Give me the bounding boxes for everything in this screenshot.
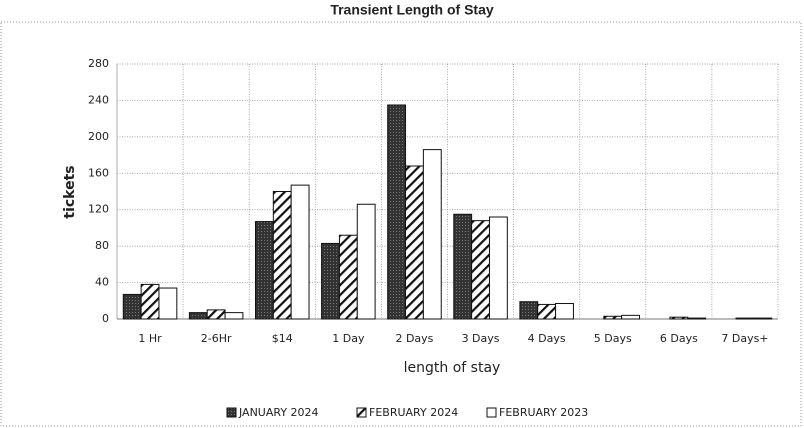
chart-border bbox=[0, 21, 802, 427]
bar bbox=[356, 203, 376, 320]
bar bbox=[687, 317, 707, 320]
bar bbox=[453, 213, 473, 320]
x-tick-label: $14 bbox=[272, 332, 293, 345]
x-tick-label: 2-6Hr bbox=[201, 332, 232, 345]
x-tick-label: 2 Days bbox=[395, 332, 433, 345]
y-tick-label: 40 bbox=[95, 276, 109, 289]
y-tick-label: 160 bbox=[88, 166, 109, 179]
bar bbox=[206, 309, 226, 320]
legend-swatch bbox=[486, 407, 497, 418]
x-tick-label: 5 Days bbox=[594, 332, 632, 345]
bar bbox=[405, 165, 424, 320]
y-tick-label: 80 bbox=[95, 239, 109, 252]
bar bbox=[735, 317, 755, 320]
bar bbox=[621, 314, 641, 320]
chart-title: Transient Length of Stay bbox=[330, 2, 494, 18]
bar bbox=[188, 312, 208, 320]
bar bbox=[669, 316, 689, 320]
x-tick-label: 1 Hr bbox=[138, 332, 162, 345]
bar bbox=[555, 303, 574, 320]
y-tick-label: 240 bbox=[88, 93, 109, 106]
bar bbox=[254, 221, 274, 320]
bar bbox=[140, 283, 160, 320]
bar bbox=[338, 234, 358, 320]
bar bbox=[603, 315, 623, 320]
legend-label: FEBRUARY 2023 bbox=[499, 406, 588, 419]
y-tick-label: 0 bbox=[102, 312, 109, 325]
y-tick-label: 200 bbox=[88, 130, 109, 143]
bar bbox=[488, 216, 508, 320]
bar bbox=[158, 287, 178, 320]
bar bbox=[122, 293, 142, 320]
bar bbox=[224, 312, 244, 320]
bar bbox=[321, 242, 340, 320]
bar bbox=[753, 317, 773, 320]
bar bbox=[537, 303, 557, 320]
x-tick-label: 4 Days bbox=[528, 332, 566, 345]
y-tick-label: 120 bbox=[88, 203, 109, 216]
y-axis-label: tickets bbox=[62, 165, 78, 218]
x-tick-label: 1 Day bbox=[332, 332, 365, 345]
bar bbox=[290, 184, 310, 320]
x-tick-label: 6 Days bbox=[660, 332, 698, 345]
bar bbox=[519, 301, 539, 320]
bar bbox=[387, 104, 407, 320]
x-tick-label: 7 Days+ bbox=[721, 332, 768, 345]
legend-label: FEBRUARY 2024 bbox=[369, 406, 458, 419]
bar bbox=[422, 149, 442, 320]
y-tick-label: 280 bbox=[88, 57, 109, 70]
x-axis-label: length of stay bbox=[404, 360, 501, 376]
x-tick-label: 3 Days bbox=[462, 332, 500, 345]
legend-label: JANUARY 2024 bbox=[238, 406, 319, 419]
bar bbox=[471, 220, 490, 320]
legend-swatch bbox=[226, 407, 237, 418]
bar bbox=[272, 191, 292, 320]
legend-swatch bbox=[356, 407, 367, 418]
